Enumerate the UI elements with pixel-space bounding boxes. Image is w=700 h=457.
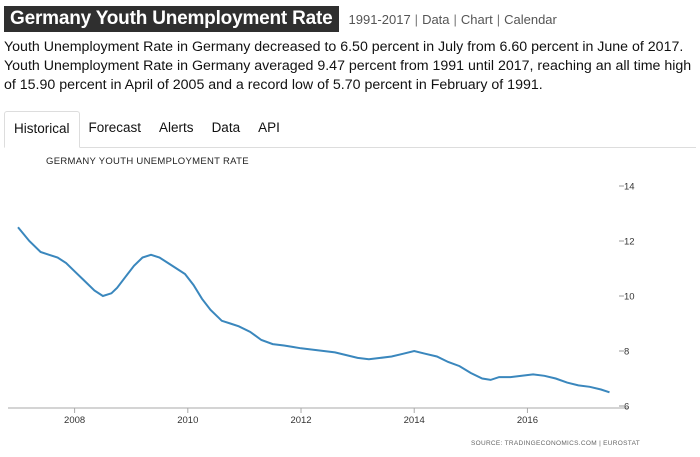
y-tick-label: 10 [624, 292, 635, 303]
link-chart[interactable]: Chart [460, 11, 493, 27]
link-data[interactable]: Data [422, 11, 450, 27]
header: Germany Youth Unemployment Rate 1991-201… [4, 6, 557, 32]
x-tick-label: 2012 [290, 415, 311, 426]
chart-container: GERMANY YOUTH UNEMPLOYMENT RATE 2008 2010… [0, 148, 700, 452]
y-tick-label: 12 [624, 237, 635, 248]
x-tick-label: 2016 [517, 415, 538, 426]
link-range[interactable]: 1991-2017 [348, 11, 411, 27]
chart: GERMANY YOUTH UNEMPLOYMENT RATE 2008 2010… [8, 156, 640, 447]
tab-bar: Historical Forecast Alerts Data API [4, 111, 696, 148]
tab-forecast[interactable]: Forecast [88, 120, 142, 135]
page-title: Germany Youth Unemployment Rate [4, 6, 339, 32]
chart-title: GERMANY YOUTH UNEMPLOYMENT RATE [46, 156, 249, 167]
tab-api[interactable]: API [258, 120, 280, 135]
tab-alerts[interactable]: Alerts [159, 120, 194, 135]
x-tick-label: 2010 [177, 415, 198, 426]
y-tick-label: 8 [624, 347, 629, 358]
series-line [17, 226, 610, 394]
subnav: 1991-2017 | Data | Chart | Calendar [348, 11, 557, 27]
tab-historical[interactable]: Historical [4, 111, 80, 148]
y-tick-label: 14 [624, 182, 635, 193]
tab-data[interactable]: Data [211, 120, 241, 135]
link-calendar[interactable]: Calendar [504, 11, 557, 27]
y-axis-ticks: 6 8 10 12 14 [619, 182, 635, 413]
source-label: SOURCE: TRADINGECONOMICS.COM | EUROSTAT [471, 440, 640, 447]
x-tick-label: 2014 [404, 415, 425, 426]
x-tick-label: 2008 [64, 415, 85, 426]
x-axis-ticks: 2008 2010 2012 2014 2016 [64, 408, 538, 426]
description: Youth Unemployment Rate in Germany decre… [4, 39, 692, 93]
y-tick-label: 6 [624, 402, 629, 413]
